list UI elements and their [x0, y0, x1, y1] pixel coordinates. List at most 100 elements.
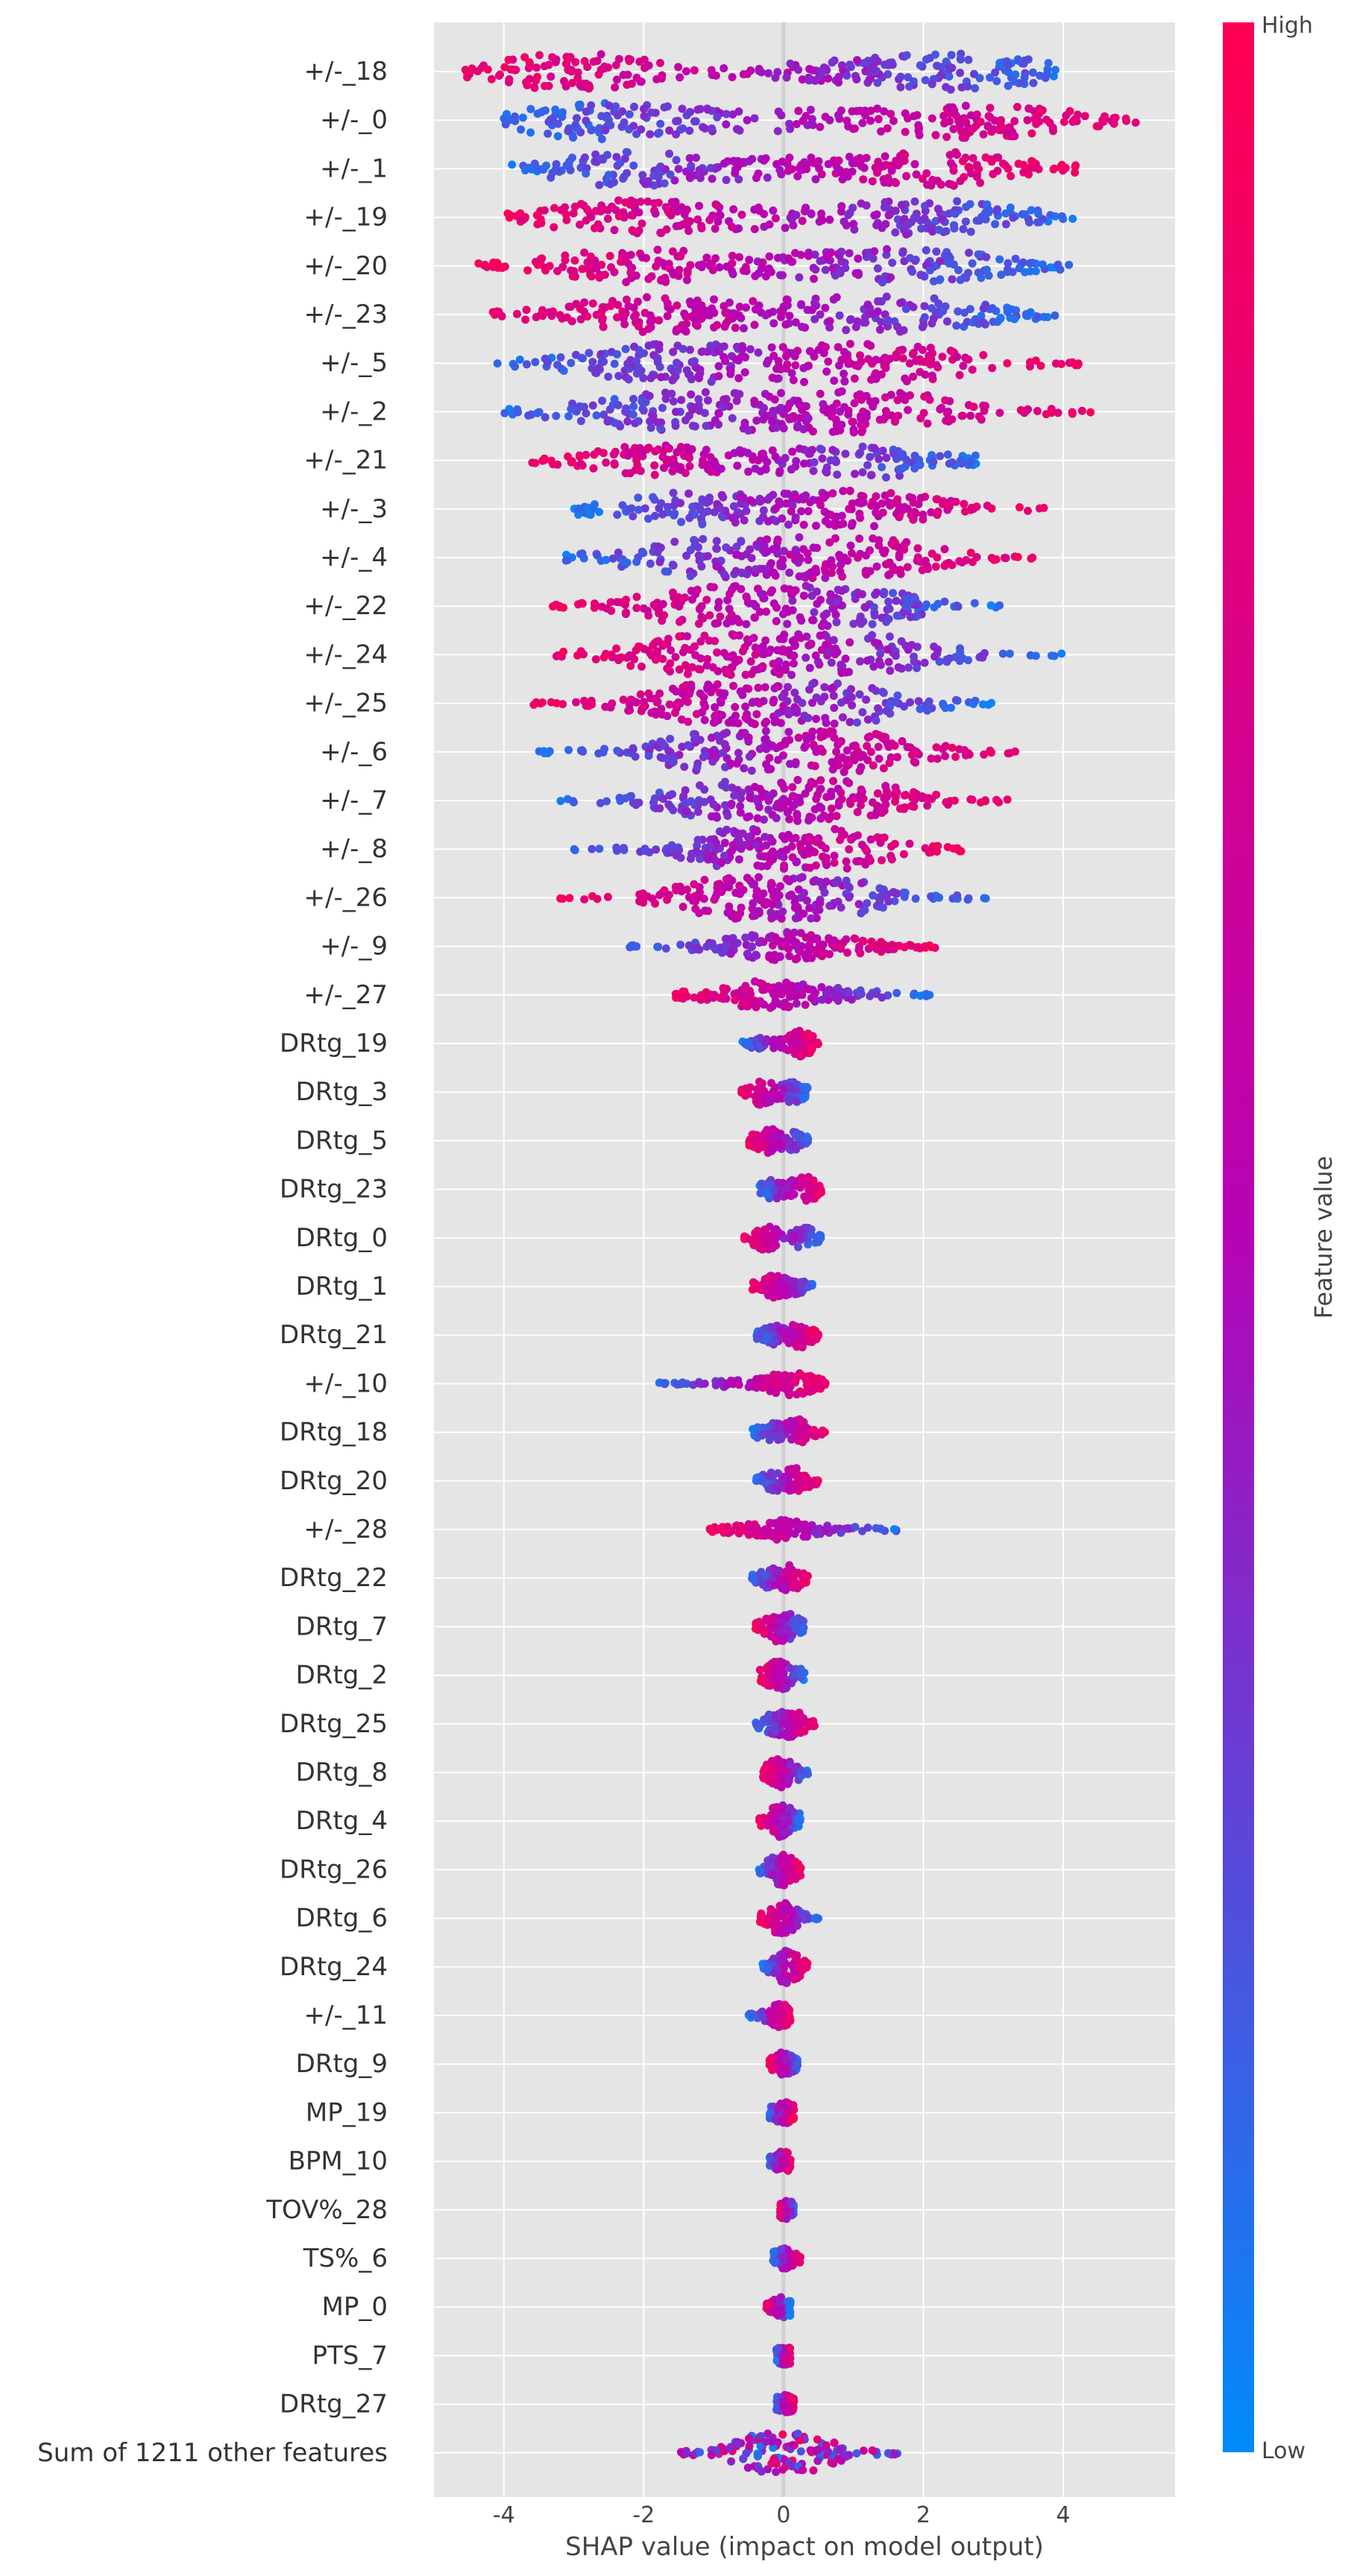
- swarm-point: [655, 804, 664, 812]
- swarm-point: [610, 359, 619, 368]
- swarm-point: [892, 988, 901, 997]
- swarm-point: [671, 653, 680, 661]
- swarm-point: [579, 554, 588, 563]
- swarm-point: [605, 101, 614, 110]
- swarm-point: [737, 903, 746, 912]
- swarm-point: [803, 1032, 812, 1041]
- swarm-point: [647, 272, 656, 281]
- swarm-point: [890, 888, 899, 897]
- swarm-point: [717, 464, 725, 473]
- swarm-point: [874, 297, 882, 306]
- swarm-point: [658, 739, 667, 748]
- swarm-point: [958, 558, 966, 566]
- swarm-point: [682, 67, 690, 76]
- swarm-point: [942, 416, 951, 425]
- swarm-point: [650, 470, 659, 479]
- swarm-point: [878, 508, 887, 517]
- swarm-point: [768, 417, 776, 426]
- swarm-point: [854, 793, 863, 802]
- swarm-point: [508, 160, 517, 169]
- swarm-point: [561, 556, 570, 565]
- swarm-point: [794, 107, 803, 116]
- swarm-point: [966, 111, 975, 120]
- swarm-point: [905, 493, 914, 502]
- swarm-point: [656, 119, 665, 128]
- swarm-point: [728, 270, 737, 279]
- swarm-point: [971, 451, 980, 460]
- swarm-point: [567, 405, 576, 414]
- swarm-point: [595, 274, 604, 282]
- swarm-point: [943, 317, 951, 326]
- swarm-point: [677, 517, 686, 526]
- swarm-point: [1028, 157, 1037, 166]
- swarm-point: [882, 160, 891, 169]
- swarm-point: [911, 509, 920, 518]
- swarm-point: [914, 697, 923, 706]
- swarm-point: [843, 116, 851, 125]
- swarm-point: [884, 897, 893, 906]
- swarm-point: [968, 365, 977, 374]
- swarm-point: [626, 651, 634, 660]
- swarm-point: [1011, 254, 1020, 263]
- swarm-point: [796, 929, 805, 938]
- swarm-point: [1051, 311, 1059, 320]
- swarm-point: [672, 222, 681, 230]
- swarm-point: [948, 63, 957, 72]
- swarm-point: [872, 374, 881, 383]
- feature-swarm: [503, 196, 1077, 239]
- swarm-point: [830, 936, 839, 945]
- swarm-point: [773, 535, 782, 544]
- swarm-point: [556, 353, 565, 362]
- swarm-point: [652, 340, 661, 349]
- swarm-point: [787, 507, 796, 516]
- swarm-point: [774, 107, 783, 116]
- swarm-point: [933, 61, 942, 70]
- swarm-point: [927, 847, 936, 856]
- swarm-point: [675, 602, 684, 611]
- swarm-point: [580, 248, 589, 257]
- swarm-point: [721, 935, 730, 944]
- swarm-point: [619, 558, 628, 566]
- swarm-point: [975, 74, 984, 83]
- swarm-point: [588, 272, 596, 281]
- swarm-point: [945, 180, 954, 189]
- swarm-point: [829, 636, 838, 645]
- swarm-point: [942, 133, 951, 142]
- swarm-point: [934, 299, 943, 308]
- swarm-point: [884, 597, 893, 606]
- swarm-point: [702, 421, 711, 430]
- swarm-point: [1031, 356, 1040, 365]
- swarm-point: [821, 844, 830, 853]
- swarm-point: [928, 175, 937, 184]
- swarm-point: [646, 311, 655, 320]
- swarm-point: [972, 172, 981, 181]
- swarm-point: [810, 607, 819, 616]
- swarm-point: [937, 215, 946, 224]
- swarm-point: [676, 73, 684, 82]
- swarm-point: [639, 373, 648, 382]
- swarm-point: [799, 591, 808, 600]
- swarm-point: [533, 72, 542, 81]
- swarm-point: [801, 1000, 810, 1009]
- swarm-point: [1065, 359, 1074, 367]
- swarm-point: [587, 212, 596, 221]
- swarm-point: [732, 550, 741, 559]
- swarm-point: [905, 839, 914, 848]
- swarm-point: [891, 228, 900, 237]
- swarm-point: [1010, 117, 1019, 125]
- swarm-point: [956, 69, 965, 78]
- swarm-point: [765, 953, 774, 962]
- swarm-point: [506, 65, 515, 74]
- swarm-point: [840, 347, 848, 356]
- swarm-point: [785, 877, 794, 886]
- swarm-point: [853, 808, 862, 816]
- swarm-point: [634, 493, 643, 502]
- swarm-point: [761, 727, 770, 736]
- swarm-point: [634, 208, 643, 217]
- swarm-point: [907, 801, 916, 810]
- swarm-point: [722, 728, 731, 737]
- swarm-point: [887, 855, 896, 864]
- swarm-point: [853, 747, 862, 756]
- swarm-point: [875, 657, 884, 666]
- swarm-point: [774, 709, 783, 718]
